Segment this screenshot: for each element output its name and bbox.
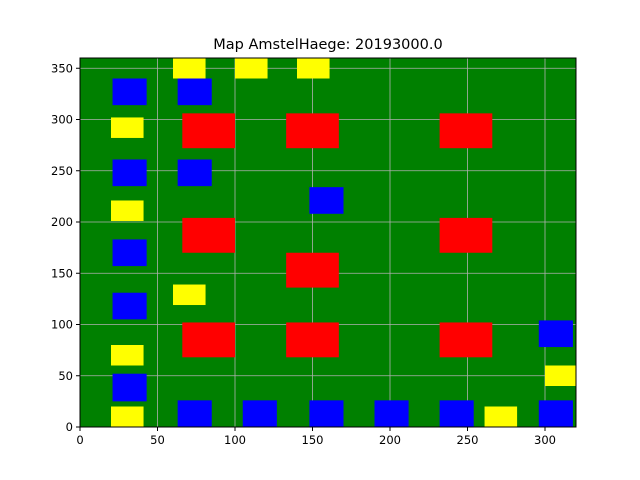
y-tick-label: 200 xyxy=(51,215,73,229)
x-tick-label: 50 xyxy=(150,433,165,447)
yellow-house xyxy=(235,58,268,79)
yellow-house xyxy=(111,200,144,221)
yellow-house xyxy=(111,406,144,427)
red-house xyxy=(182,217,235,253)
blue-house xyxy=(112,239,147,267)
y-tick-label: 0 xyxy=(66,420,73,434)
blue-house xyxy=(242,400,277,427)
axes: 0 50 100 150 200 250 300 0 50 100 150 200 250 300 350 xyxy=(51,57,577,447)
yellow-house xyxy=(545,365,576,386)
y-tick-label: 300 xyxy=(51,113,73,127)
blue-house xyxy=(538,320,573,348)
yellow-house xyxy=(111,117,144,138)
x-tick-label: 0 xyxy=(76,433,83,447)
blue-house xyxy=(177,159,212,187)
red-house xyxy=(286,322,339,358)
y-tick-label: 150 xyxy=(51,266,73,280)
chart-title: Map AmstelHaege: 20193000.0 xyxy=(213,37,442,53)
red-house xyxy=(182,113,235,149)
blue-house xyxy=(374,400,409,427)
red-house xyxy=(439,113,493,149)
yellow-house xyxy=(173,58,206,79)
yellow-house xyxy=(173,284,206,306)
y-tick-label: 100 xyxy=(51,318,73,332)
y-tick-label: 250 xyxy=(51,164,73,178)
blue-house xyxy=(177,400,212,427)
y-tick-label: 50 xyxy=(58,369,73,383)
blue-house xyxy=(112,292,147,320)
red-house xyxy=(182,322,235,358)
red-house xyxy=(286,252,339,288)
blue-house xyxy=(309,187,344,214)
y-tick-label: 350 xyxy=(51,61,73,75)
blue-house xyxy=(309,400,344,427)
yellow-house xyxy=(484,406,518,427)
x-tick-label: 250 xyxy=(457,433,479,447)
red-house xyxy=(439,322,493,358)
blue-house xyxy=(112,159,147,187)
red-house xyxy=(286,113,339,149)
house-layer xyxy=(111,58,576,427)
yellow-house xyxy=(111,345,144,366)
x-tick-label: 200 xyxy=(379,433,401,447)
red-house xyxy=(439,217,493,253)
x-tick-label: 150 xyxy=(302,433,324,447)
yellow-house xyxy=(297,58,330,79)
blue-house xyxy=(177,78,212,106)
plot-frame xyxy=(79,57,577,428)
x-tick-label: 300 xyxy=(534,433,556,447)
x-tick-label: 100 xyxy=(224,433,246,447)
blue-house xyxy=(538,400,573,427)
blue-house xyxy=(112,373,147,402)
blue-house xyxy=(439,400,474,427)
blue-house xyxy=(112,78,147,106)
